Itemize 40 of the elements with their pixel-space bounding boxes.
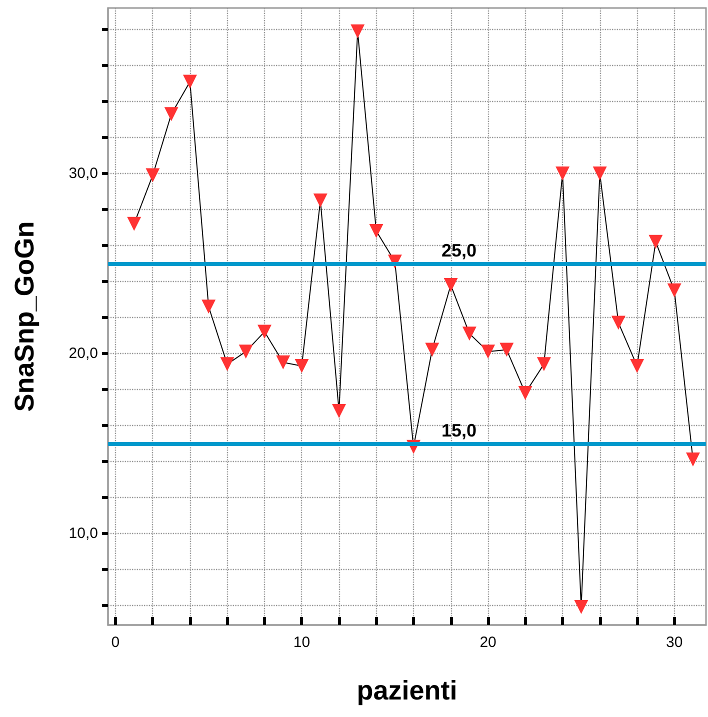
point [350, 24, 365, 38]
point [592, 166, 607, 180]
point [556, 166, 570, 180]
point [536, 357, 551, 372]
point [611, 316, 626, 330]
point [220, 357, 234, 372]
x-tick-label: 0 [111, 634, 120, 651]
point [369, 224, 384, 238]
point [425, 342, 440, 357]
point [648, 234, 663, 249]
point [686, 452, 700, 467]
point [127, 216, 142, 231]
point [257, 324, 272, 339]
point [332, 404, 346, 418]
x-tick-label: 30 [666, 634, 683, 651]
point [202, 300, 216, 314]
point [518, 386, 532, 400]
point [294, 358, 309, 373]
y-tick-label: 30,0 [68, 164, 98, 182]
x-tick-label: 10 [293, 634, 310, 651]
point [462, 326, 476, 341]
point [164, 107, 178, 122]
point [500, 342, 514, 357]
ref-line-label: 15,0 [441, 420, 477, 440]
x-tick-label: 20 [480, 634, 496, 651]
y-tick-label: 10,0 [68, 524, 98, 542]
y-axis-title: SnaSnp_GoGn [10, 221, 40, 412]
point [444, 278, 458, 292]
ref-line-label: 25,0 [441, 240, 477, 260]
point [667, 283, 682, 298]
point [238, 344, 253, 359]
x-axis-title: pazienti [356, 676, 458, 706]
point [313, 193, 328, 208]
point [630, 358, 644, 373]
point [481, 344, 496, 359]
point [146, 168, 160, 182]
y-tick-label: 20,0 [68, 344, 98, 362]
point [276, 355, 290, 370]
point [182, 74, 197, 89]
point [574, 600, 588, 614]
